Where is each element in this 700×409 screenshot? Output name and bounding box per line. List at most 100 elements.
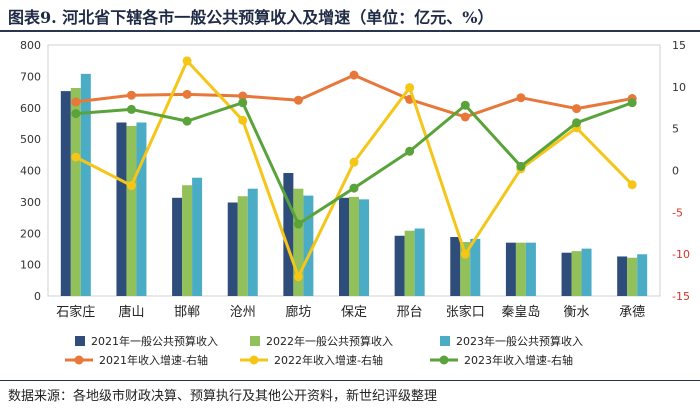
legend-label-3: 2023年一般公共预算收入 bbox=[456, 334, 583, 348]
footer-divider bbox=[0, 380, 700, 381]
line-point-2-石家庄 bbox=[71, 152, 81, 162]
line-point-1-张家口 bbox=[460, 112, 470, 122]
y-left-tick-label: 100 bbox=[20, 259, 41, 272]
bar-3-秦皇岛 bbox=[525, 242, 536, 296]
bar-3-保定 bbox=[359, 199, 369, 296]
x-tick-label: 保定 bbox=[341, 305, 367, 320]
bar-2-邯郸 bbox=[182, 185, 193, 296]
bar-2-衡水 bbox=[571, 251, 582, 296]
bar-2-邢台 bbox=[404, 230, 415, 296]
bar-1-唐山 bbox=[116, 122, 127, 296]
line-point-2-承德 bbox=[627, 180, 637, 190]
bar-3-沧州 bbox=[247, 188, 258, 296]
bar-1-石家庄 bbox=[60, 91, 71, 296]
x-tick-label: 唐山 bbox=[118, 304, 144, 320]
line-point-2-唐山 bbox=[126, 181, 136, 191]
bar-3-邢台 bbox=[414, 228, 425, 296]
line-point-1-廊坊 bbox=[293, 95, 303, 105]
line-point-2-保定 bbox=[349, 157, 359, 167]
y-left-tick-label: 600 bbox=[20, 102, 41, 115]
bar-2-承德 bbox=[627, 257, 638, 296]
y-left-tick-label: 500 bbox=[20, 133, 41, 146]
y-right-tick-label: -5 bbox=[672, 206, 683, 219]
bar-2-秦皇岛 bbox=[515, 242, 526, 296]
bar-1-秦皇岛 bbox=[505, 242, 516, 296]
y-right-tick-label: -10 bbox=[672, 248, 690, 261]
line-point-2-邯郸 bbox=[182, 56, 192, 66]
y-right-tick-label: 0 bbox=[672, 165, 679, 178]
x-tick-label: 石家庄 bbox=[56, 304, 95, 320]
line-point-3-邢台 bbox=[405, 146, 415, 156]
chart-title: 图表9. 河北省下辖各市一般公共预算收入及增速（单位：亿元、%） bbox=[8, 8, 494, 27]
line-point-3-邯郸 bbox=[182, 116, 192, 126]
x-tick-label: 廊坊 bbox=[285, 304, 311, 320]
bar-1-承德 bbox=[617, 256, 628, 296]
bar-2-石家庄 bbox=[70, 87, 81, 296]
line-series-1 bbox=[75, 73, 633, 119]
y-left-tick-label: 300 bbox=[20, 196, 41, 209]
y-left-tick-label: 0 bbox=[34, 290, 41, 303]
line-point-3-沧州 bbox=[238, 98, 248, 108]
line-point-1-沧州 bbox=[238, 91, 248, 101]
bar-1-张家口 bbox=[450, 237, 461, 296]
bar-3-廊坊 bbox=[303, 195, 314, 296]
bar-3-张家口 bbox=[470, 238, 481, 296]
line-point-2-张家口 bbox=[460, 249, 470, 259]
line-point-3-廊坊 bbox=[293, 219, 303, 229]
bar-3-唐山 bbox=[136, 122, 147, 296]
source-note: 数据来源：各地级市财政决算、预算执行及其他公开资料，新世纪评级整理 bbox=[8, 389, 438, 404]
bar-2-沧州 bbox=[237, 196, 248, 296]
legend-label-6: 2023年收入增速-右轴 bbox=[464, 353, 573, 367]
bar-2-张家口 bbox=[460, 242, 471, 296]
legend-marker-5 bbox=[249, 355, 259, 365]
bar-3-承德 bbox=[637, 254, 648, 296]
y-left-tick-label: 400 bbox=[20, 165, 41, 178]
bar-2-唐山 bbox=[126, 125, 137, 296]
bar-1-邢台 bbox=[394, 235, 405, 296]
line-point-3-衡水 bbox=[572, 118, 582, 128]
y-right-tick-label: 10 bbox=[672, 81, 686, 94]
title-divider bbox=[0, 30, 700, 32]
line-point-3-秦皇岛 bbox=[516, 161, 526, 171]
line-point-1-保定 bbox=[349, 70, 359, 80]
line-point-2-廊坊 bbox=[293, 272, 303, 282]
line-point-3-石家庄 bbox=[71, 109, 81, 119]
legend-swatch-3 bbox=[440, 336, 450, 346]
line-point-1-邯郸 bbox=[182, 89, 192, 99]
bar-3-石家庄 bbox=[80, 73, 91, 297]
x-tick-label: 承德 bbox=[619, 305, 645, 320]
legend-marker-6 bbox=[439, 355, 449, 365]
y-left-tick-label: 800 bbox=[20, 39, 41, 52]
bar-2-廊坊 bbox=[293, 188, 304, 296]
x-tick-label: 秦皇岛 bbox=[501, 304, 540, 320]
bar-1-沧州 bbox=[227, 202, 238, 296]
bar-1-廊坊 bbox=[283, 173, 294, 296]
bar-1-邯郸 bbox=[172, 197, 183, 296]
line-point-1-衡水 bbox=[572, 104, 582, 114]
line-point-3-承德 bbox=[627, 98, 637, 108]
line-point-1-石家庄 bbox=[71, 97, 81, 107]
line-point-3-张家口 bbox=[460, 100, 470, 110]
bar-2-保定 bbox=[349, 196, 359, 296]
legend-label-4: 2021年收入增速-右轴 bbox=[99, 353, 208, 367]
legend-swatch-2 bbox=[250, 336, 260, 346]
bar-1-保定 bbox=[339, 197, 349, 296]
line-point-3-保定 bbox=[349, 183, 359, 193]
y-right-tick-label: 5 bbox=[672, 123, 679, 136]
y-left-tick-label: 700 bbox=[20, 70, 41, 83]
line-point-3-唐山 bbox=[126, 104, 136, 114]
legend-swatch-1 bbox=[75, 336, 85, 346]
x-tick-label: 张家口 bbox=[446, 304, 485, 320]
x-tick-label: 衡水 bbox=[564, 305, 590, 320]
x-tick-label: 邯郸 bbox=[174, 305, 200, 320]
y-right-tick-label: 15 bbox=[672, 39, 686, 52]
line-point-2-沧州 bbox=[238, 115, 248, 125]
x-tick-label: 邢台 bbox=[397, 305, 423, 320]
line-point-1-唐山 bbox=[126, 90, 136, 100]
y-right-tick-label: -15 bbox=[672, 290, 690, 303]
y-left-tick-label: 200 bbox=[20, 227, 41, 240]
line-point-1-秦皇岛 bbox=[516, 93, 526, 103]
bar-1-衡水 bbox=[561, 252, 572, 296]
x-tick-label: 沧州 bbox=[230, 304, 256, 320]
